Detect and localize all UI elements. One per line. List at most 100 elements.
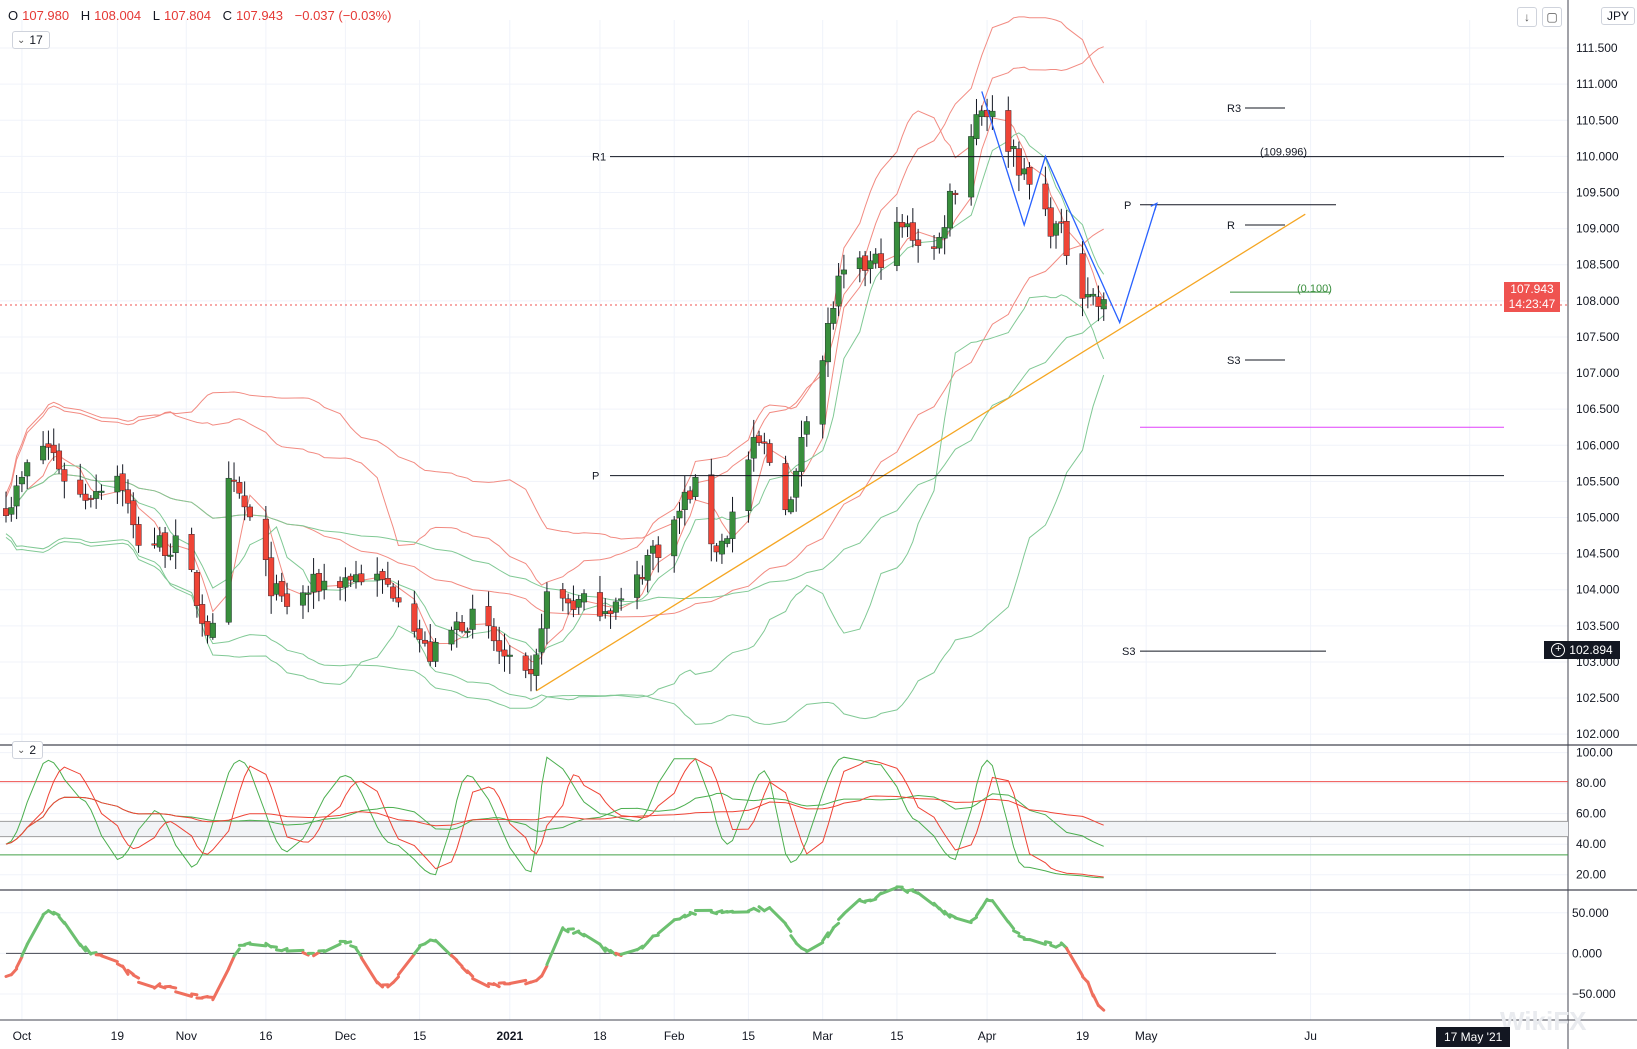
candle-body [1047,207,1054,237]
chart-grid [0,20,1568,1020]
osc-segment [619,948,639,956]
candle-body [273,583,280,595]
candle-body [395,597,402,603]
low-label: L [152,8,160,23]
osc-segment [508,978,528,985]
candle-body [830,308,837,324]
time-tick-label: 18 [593,1029,607,1043]
plus-circle-icon[interactable]: + [1551,643,1566,657]
price-tick-label: 110.500 [1576,113,1619,127]
candle-body [262,518,269,560]
candle-body [390,586,397,599]
osc-segment [232,947,241,958]
osc-segment [1043,940,1053,945]
osc-segment [121,964,130,976]
osc-segment [126,968,135,976]
osc-segment [301,951,310,957]
osc-segment [799,946,809,953]
stoch-tick-label: 20.00 [1576,868,1606,882]
maximize-icon[interactable]: ▢ [1542,7,1562,27]
candle-body [681,491,688,510]
candle-body [819,360,826,425]
osc-segment [52,910,61,917]
candle-body [718,540,725,555]
trendline [535,213,1306,692]
time-tick-label: Ju [1304,1029,1317,1043]
pivot-label: S3 [1122,646,1135,658]
candle-body [124,489,131,504]
osc-segment [842,897,862,916]
osc-segment [412,945,422,956]
time-tick-label: 19 [1076,1029,1090,1043]
crosshair-date-label: 17 May '21 [1436,1027,1511,1047]
high-label: H [80,8,91,23]
candle-body [867,260,874,269]
candle-body [421,639,428,644]
lower-band-green-2 [5,374,1105,725]
arrow-down-icon[interactable]: ↓ [1517,7,1537,27]
time-tick-label: 2021 [496,1029,523,1043]
candle-body [761,441,768,444]
candle-body [427,641,434,662]
stoch-band-fill [0,821,1568,837]
osc-segment [131,973,141,980]
candle-body [538,628,545,653]
candle-body [209,622,216,638]
candle-body [1021,168,1028,175]
candle-body [899,222,906,228]
osc-segment [768,906,788,926]
candle-body [565,598,572,604]
candle-body [8,507,15,515]
lower-band-green [5,294,1105,701]
candle-body [469,608,476,630]
price-tick-label: 106.500 [1576,402,1620,416]
candle-body [824,323,831,363]
osc-segment [1091,993,1100,1008]
osc-segment [688,910,697,916]
osc-segment [322,942,342,954]
currency-label[interactable]: JPY [1600,7,1635,25]
stoch-long-line [5,792,1104,847]
osc-segment [906,888,915,893]
candle-body [798,437,805,472]
candle-body [803,421,810,435]
indicators-toggle[interactable]: ⌄ 17 [12,31,50,49]
price-tick-label: 103.500 [1576,619,1620,633]
stochastic-pane [0,756,1568,879]
osc-segment [683,912,692,919]
osc-segment [784,922,793,933]
candle-body [310,573,317,593]
candle-body [745,459,752,511]
candle-body [909,222,916,241]
candle-body [1079,253,1086,299]
time-tick-label: 16 [259,1029,273,1043]
candle-body [687,490,694,500]
candle-body [162,532,169,556]
osc-segment [168,985,178,990]
oscillator-pane [4,885,1276,1012]
osc-segment [137,980,156,989]
osc-segment [9,967,19,977]
time-tick-label: Apr [978,1029,997,1043]
candle-body [40,445,47,461]
time-tick-label: May [1135,1029,1158,1043]
candle-body [692,477,699,497]
candle-body [506,654,513,657]
price-tick-label: 105.500 [1576,474,1620,488]
candle-body [1063,221,1070,256]
candle-body [485,606,492,627]
price-tick-label: 106.000 [1576,438,1620,452]
candle-body [756,435,763,443]
stoch-toggle[interactable]: ⌄ 2 [12,741,44,759]
time-tick-label: 19 [111,1029,125,1043]
candle-body [941,227,948,239]
osc-segment [269,945,278,949]
osc-segment [227,955,236,970]
osc-tick-label: −50.000 [1572,987,1616,1001]
osc-segment [280,947,289,953]
candle-body [305,592,312,595]
candle-body [172,535,179,554]
candle-body [1100,299,1107,310]
osc-segment [343,940,353,945]
